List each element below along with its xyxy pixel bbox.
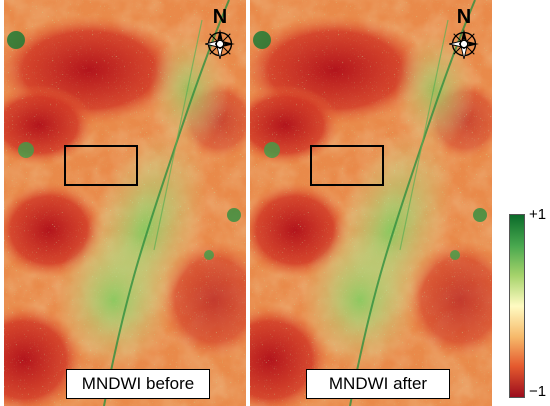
colorbar-max-label: +1 <box>529 206 547 223</box>
mndwi-map-after <box>250 0 492 406</box>
area-of-interest-box <box>310 145 384 186</box>
panel-label-after: MNDWI after <box>306 369 450 399</box>
map-panel-before: N MNDWI before <box>4 0 246 406</box>
area-of-interest-box <box>64 145 138 186</box>
colorbar-min-label: −1 <box>529 383 547 400</box>
panel-label-before: MNDWI before <box>66 369 210 399</box>
north-label: N <box>456 6 472 28</box>
compass-rose-icon <box>448 28 480 60</box>
north-label: N <box>212 6 228 28</box>
mndwi-map-before <box>4 0 246 406</box>
map-panel-after: N MNDWI after <box>250 0 492 406</box>
mndwi-colorbar <box>509 214 525 398</box>
compass-rose-icon <box>204 28 236 60</box>
